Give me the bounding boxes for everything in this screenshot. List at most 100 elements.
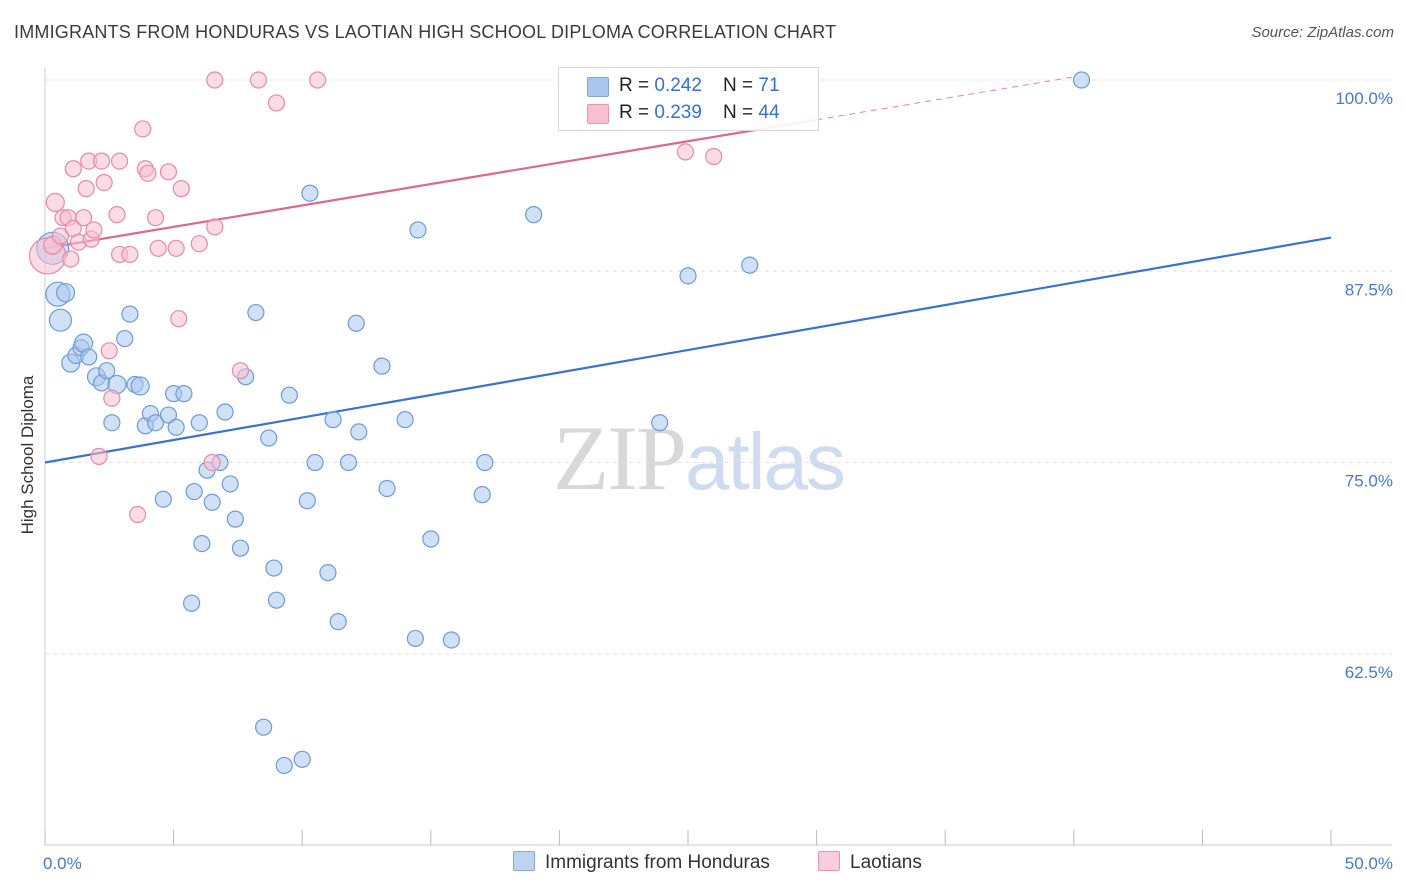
point-honduras — [175, 385, 193, 403]
point-laotians — [90, 447, 108, 465]
point-honduras — [221, 475, 239, 493]
legend-n-label: N = — [723, 75, 759, 96]
point-honduras — [679, 267, 697, 285]
legend-n-value: 44 — [758, 102, 780, 123]
legend-r-value: 0.242 — [654, 75, 702, 96]
point-laotians — [95, 173, 113, 192]
y-tick-label: 62.5% — [1345, 663, 1393, 682]
point-honduras — [116, 329, 134, 348]
point-honduras — [373, 357, 391, 375]
x-tick-label-max: 50.0% — [1345, 854, 1393, 873]
point-honduras — [525, 206, 543, 224]
point-laotians — [206, 218, 224, 236]
point-honduras — [255, 718, 273, 736]
point-laotians — [45, 192, 65, 212]
source-label: Source: ZipAtlas.com — [1251, 24, 1394, 41]
point-laotians — [203, 453, 221, 472]
point-honduras — [422, 530, 440, 548]
point-honduras — [146, 414, 165, 432]
point-honduras — [167, 418, 185, 436]
point-honduras — [409, 221, 427, 239]
point-honduras — [190, 414, 208, 432]
watermark-atlas: atlas — [685, 417, 846, 506]
point-honduras — [301, 184, 319, 202]
point-laotians — [128, 505, 147, 524]
point-honduras — [260, 429, 278, 447]
y-tick-label: 87.5% — [1345, 280, 1393, 299]
point-honduras — [231, 539, 250, 557]
point-laotians — [121, 245, 139, 264]
legend-swatch-honduras — [587, 77, 609, 97]
point-honduras — [339, 453, 358, 472]
point-honduras — [55, 283, 76, 303]
point-laotians — [85, 221, 103, 239]
point-honduras — [80, 348, 98, 366]
point-laotians — [108, 206, 126, 224]
axes — [44, 68, 1392, 846]
point-honduras — [324, 411, 342, 429]
bottom-legend-swatch-honduras — [513, 851, 535, 871]
point-laotians — [172, 180, 190, 198]
legend-r-label: R = — [619, 75, 655, 96]
point-laotians — [676, 143, 695, 161]
trend-lines — [44, 76, 1332, 464]
point-laotians — [190, 235, 208, 253]
point-laotians — [110, 152, 129, 170]
point-honduras — [98, 362, 116, 380]
point-laotians — [134, 120, 152, 138]
point-honduras — [476, 453, 494, 472]
x-tick-label-min: 0.0% — [43, 854, 82, 873]
legend-swatch-laotians — [587, 104, 609, 124]
point-honduras — [130, 376, 150, 396]
point-honduras — [298, 492, 316, 510]
point-honduras — [350, 423, 368, 441]
point-honduras — [203, 493, 221, 511]
point-honduras — [275, 756, 293, 775]
point-honduras — [319, 564, 337, 582]
point-laotians — [64, 160, 82, 178]
legend-n-label: N = — [723, 102, 759, 123]
point-laotians — [159, 163, 178, 181]
point-honduras — [185, 482, 203, 501]
trend-line-laotians-extension — [816, 76, 1074, 121]
point-honduras — [741, 256, 759, 274]
bottom-legend-label-laotians: Laotians — [850, 852, 922, 873]
legend-n-value: 71 — [758, 75, 780, 96]
tick-labels: 100.0% 87.5% 75.0% 62.5% 0.0% 50.0% — [43, 89, 1393, 873]
legend-r-value: 0.239 — [654, 102, 702, 123]
point-laotians — [103, 389, 121, 407]
bottom-legend-laotians: Laotians — [818, 851, 922, 874]
point-laotians — [249, 71, 268, 89]
point-laotians — [62, 250, 80, 268]
point-honduras — [193, 534, 211, 553]
point-laotians — [267, 94, 286, 112]
bottom-legend-honduras: Immigrants from Honduras — [513, 851, 770, 874]
point-honduras — [329, 613, 347, 631]
data-points — [28, 71, 1091, 775]
point-laotians — [146, 209, 165, 227]
point-honduras — [154, 490, 172, 508]
point-honduras — [406, 629, 424, 648]
point-laotians — [139, 164, 157, 182]
y-tick-label: 75.0% — [1345, 472, 1393, 491]
point-honduras — [378, 479, 396, 498]
legend: R = 0.242 N = 71 R = 0.239 N = 44 — [558, 67, 819, 131]
point-laotians — [74, 209, 93, 227]
point-honduras — [347, 314, 365, 332]
point-honduras — [651, 414, 669, 432]
point-honduras — [48, 308, 73, 332]
point-honduras — [306, 453, 324, 472]
point-honduras — [226, 510, 244, 528]
point-honduras — [293, 750, 311, 768]
point-laotians — [231, 362, 250, 380]
point-laotians — [309, 71, 327, 89]
point-laotians — [100, 342, 118, 360]
point-honduras — [1072, 71, 1091, 89]
point-honduras — [247, 303, 265, 322]
legend-r-label: R = — [619, 102, 655, 123]
point-honduras — [442, 631, 460, 649]
chart-title: IMMIGRANTS FROM HONDURAS VS LAOTIAN HIGH… — [14, 22, 837, 42]
bottom-legend-swatch-laotians — [818, 851, 840, 871]
point-laotians — [170, 310, 188, 328]
